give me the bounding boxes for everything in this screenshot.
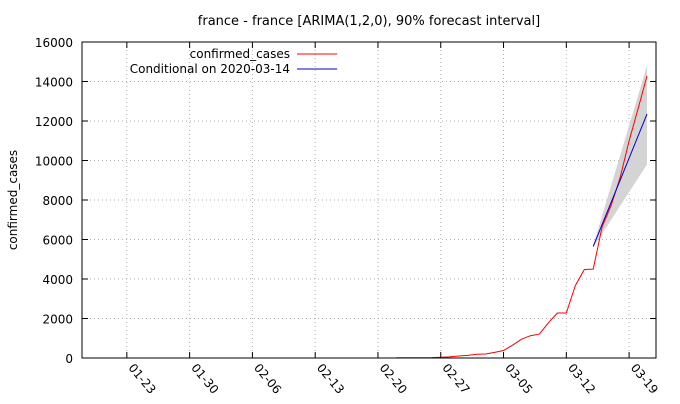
y-tick-label: 14000 — [35, 76, 73, 90]
x-tick-label: 02-06 — [251, 361, 284, 397]
series-lines — [395, 75, 648, 359]
x-tick-label: 01-23 — [126, 361, 159, 397]
x-tick-label: 03-12 — [565, 361, 598, 397]
y-tick-label: 12000 — [35, 115, 73, 129]
x-tick-label: 02-13 — [314, 361, 347, 397]
y-tick-label: 10000 — [35, 155, 73, 169]
legend-label-confirmed-cases: confirmed_cases — [190, 47, 290, 61]
grid-lines — [82, 42, 656, 358]
x-tick-label: 01-30 — [188, 361, 221, 397]
forecast-interval-area — [593, 65, 648, 248]
x-tick-label: 02-27 — [439, 361, 472, 397]
forecast-interval-band — [593, 65, 648, 248]
y-tick-label: 2000 — [42, 313, 73, 327]
legend: confirmed_cases Conditional on 2020-03-1… — [130, 47, 337, 76]
y-axis-label: confirmed_cases — [6, 150, 20, 250]
legend-label-conditional: Conditional on 2020-03-14 — [130, 62, 290, 76]
y-ticks: 0 2000 4000 6000 8000 10000 12000 14000 16000 — [35, 36, 656, 366]
conditional-forecast-line — [592, 113, 648, 247]
x-tick-label: 03-19 — [628, 361, 661, 397]
x-tick-label: 03-05 — [502, 361, 535, 397]
plot-frame — [81, 41, 657, 359]
y-tick-label: 6000 — [42, 234, 73, 248]
x-ticks: 01-23 01-30 02-06 02-13 02-20 02-27 03-05 03-12… — [126, 42, 661, 397]
x-tick-label: 02-20 — [377, 361, 410, 397]
y-tick-label: 8000 — [42, 194, 73, 208]
y-tick-label: 16000 — [35, 36, 73, 50]
chart-title: france - france [ARIMA(1,2,0), 90% forec… — [198, 14, 540, 29]
confirmed-cases-line — [395, 75, 648, 359]
y-tick-label: 4000 — [42, 273, 73, 287]
y-tick-label: 0 — [65, 352, 73, 366]
